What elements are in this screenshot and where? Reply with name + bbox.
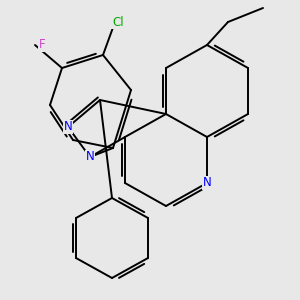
Text: N: N <box>64 121 72 134</box>
Text: Cl: Cl <box>112 16 124 28</box>
Text: F: F <box>39 38 46 52</box>
Text: N: N <box>202 176 211 190</box>
Text: N: N <box>85 151 94 164</box>
